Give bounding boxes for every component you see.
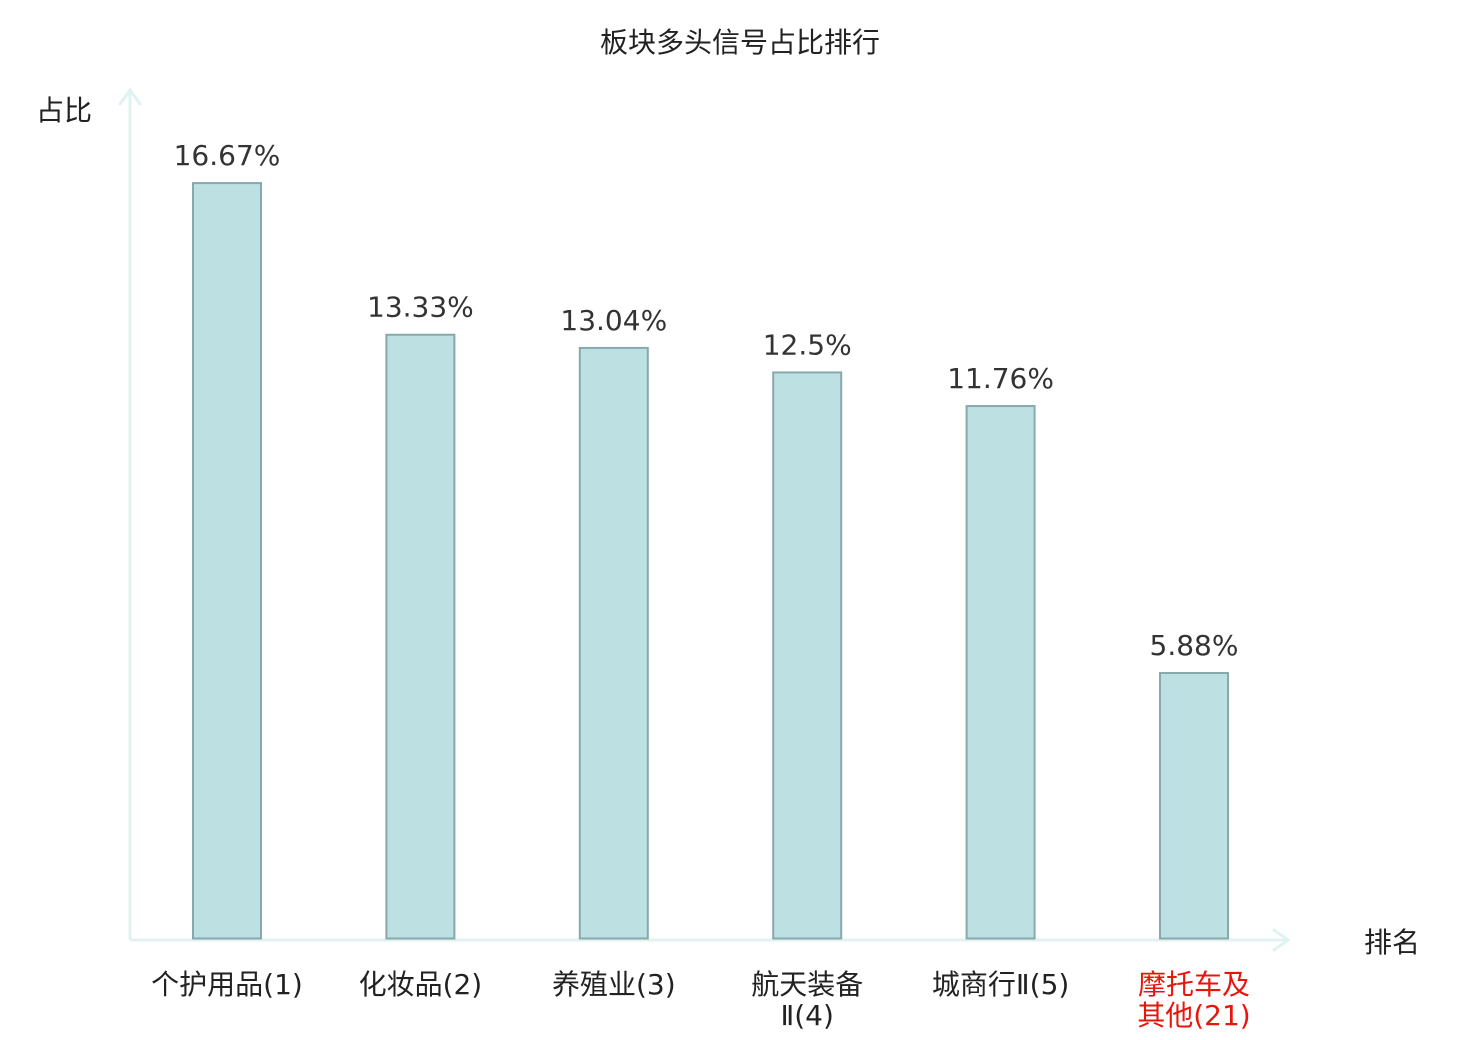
category-label: 城商行Ⅱ(5) — [932, 968, 1069, 1001]
value-label: 13.33% — [367, 291, 474, 324]
value-label: 5.88% — [1150, 629, 1239, 662]
chart-title: 板块多头信号占比排行 — [600, 26, 880, 59]
x-axis-arrow-icon — [1272, 928, 1291, 952]
category-label: 个护用品(1) — [151, 968, 303, 1001]
category-label-line: 摩托车及 — [1138, 968, 1250, 1001]
category-label-line: Ⅱ(4) — [780, 999, 833, 1032]
bar — [192, 182, 262, 940]
category-label-line: 城商行Ⅱ(5) — [932, 968, 1069, 1001]
bar — [772, 371, 843, 940]
category-label-line: 养殖业(3) — [552, 968, 676, 1001]
bars-group — [192, 182, 1229, 940]
category-label-line: 航天装备 — [751, 968, 863, 1001]
value-label: 11.76% — [947, 362, 1054, 395]
category-labels-group: 个护用品(1) 化妆品(2) 养殖业(3) 航天装备 Ⅱ(4) 城商行Ⅱ(5) 摩托车及其他… — [151, 968, 1251, 1032]
bar — [1159, 672, 1229, 940]
y-axis-arrow-icon — [118, 87, 142, 106]
value-label: 16.67% — [174, 139, 281, 172]
x-axis-label: 排名 — [1364, 926, 1420, 959]
y-axis-label: 占比 — [36, 94, 92, 127]
category-label-line: 个护用品(1) — [151, 968, 303, 1001]
category-label-line: 其他(21) — [1137, 999, 1250, 1032]
value-label: 12.5% — [763, 328, 852, 361]
value-labels-group: 16.67% 13.33% 13.04% 12.5% 11.76% 5.88% — [174, 139, 1239, 662]
category-label: 化妆品(2) — [359, 968, 483, 1001]
bar — [578, 346, 649, 940]
bar — [385, 333, 456, 940]
category-label: 摩托车及其他(21) — [1137, 968, 1250, 1032]
chart-axes — [118, 87, 1291, 952]
category-label: 航天装备 Ⅱ(4) — [751, 968, 863, 1032]
value-label: 13.04% — [560, 304, 667, 337]
bar — [965, 405, 1036, 940]
category-label-line: 化妆品(2) — [359, 968, 483, 1001]
category-label: 养殖业(3) — [552, 968, 676, 1001]
